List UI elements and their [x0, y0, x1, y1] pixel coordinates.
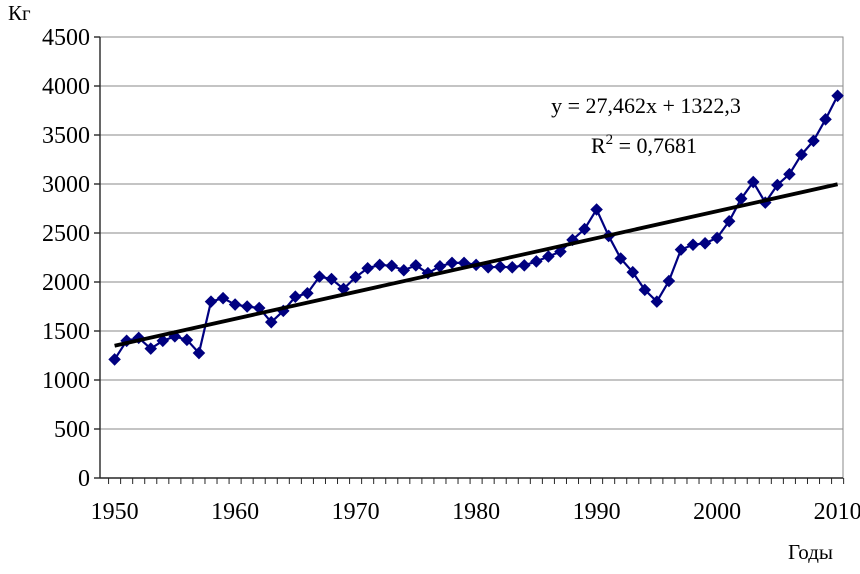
data-point — [686, 238, 700, 252]
data-point — [831, 89, 844, 103]
x-axis-tick-label: 2000 — [693, 499, 741, 525]
x-axis-title: Годы — [788, 540, 833, 564]
data-point — [216, 291, 230, 305]
data-point — [795, 148, 808, 161]
data-point — [180, 333, 194, 347]
data-point — [325, 272, 338, 286]
data-point — [807, 134, 820, 148]
y-axis-title: Кг — [8, 1, 31, 25]
data-point — [614, 252, 627, 265]
data-point — [518, 259, 531, 272]
data-point — [385, 259, 399, 273]
data-point — [710, 231, 724, 245]
data-point — [228, 298, 242, 311]
data-point — [192, 346, 206, 360]
data-point — [409, 259, 423, 272]
y-axis-tick-label: 4000 — [42, 74, 90, 100]
x-axis-tick-label: 1950 — [91, 499, 139, 525]
data-point — [746, 175, 760, 189]
data-point — [722, 214, 736, 228]
data-point — [530, 255, 543, 268]
data-point — [301, 286, 314, 300]
y-axis-tick-label: 3000 — [42, 172, 90, 198]
y-axis-tick-label: 0 — [78, 466, 90, 492]
data-point — [156, 334, 170, 348]
data-point — [771, 178, 784, 192]
y-axis-tick-label: 3500 — [42, 123, 90, 149]
data-point — [783, 167, 796, 181]
data-point — [313, 270, 326, 283]
y-axis-tick-label: 1000 — [42, 368, 90, 394]
trendline-r-squared: R2 = 0,7681 — [591, 132, 697, 158]
data-point — [638, 283, 652, 297]
data-point — [361, 262, 374, 275]
data-point — [349, 270, 362, 284]
data-point — [493, 260, 507, 274]
data-point — [373, 258, 386, 272]
trend-line — [114, 182, 839, 348]
data-point — [337, 282, 350, 296]
data-point — [397, 263, 411, 277]
data-point — [542, 250, 555, 263]
x-axis-tick-label: 1970 — [332, 499, 380, 525]
x-axis-tick-label: 1980 — [452, 499, 500, 525]
data-point — [204, 295, 218, 308]
data-point — [505, 261, 519, 274]
y-axis-tick-label: 4500 — [42, 25, 90, 51]
data-point — [819, 113, 832, 126]
data-point — [289, 290, 302, 303]
x-axis-tick-label: 1960 — [211, 499, 259, 525]
data-point — [626, 265, 640, 279]
data-point — [433, 260, 447, 273]
chart-plot: 0 500 1000 1500 2000 2500 3000 3500 4000 4500 1950… — [42, 25, 860, 525]
data-point — [674, 243, 688, 256]
x-axis-tick-label: 1990 — [573, 499, 621, 525]
y-axis-tick-label: 500 — [54, 417, 90, 443]
data-point — [445, 256, 459, 270]
data-point — [240, 300, 254, 313]
trendline-equation: y = 27,462x + 1322,3 — [551, 93, 741, 118]
x-axis-tick-label: 2010 — [814, 499, 860, 525]
data-point — [144, 342, 158, 355]
data-point — [650, 295, 664, 308]
y-axis-tick-label: 2000 — [42, 270, 90, 296]
data-point — [734, 192, 748, 205]
data-point — [252, 301, 266, 315]
y-axis-tick-label: 2500 — [42, 221, 90, 247]
data-point — [698, 237, 712, 250]
data-point — [264, 315, 278, 329]
data-point — [578, 222, 591, 236]
data-point — [590, 203, 603, 216]
data-point — [662, 274, 676, 288]
data-point — [108, 353, 121, 366]
y-axis-tick-label: 1500 — [42, 319, 90, 345]
